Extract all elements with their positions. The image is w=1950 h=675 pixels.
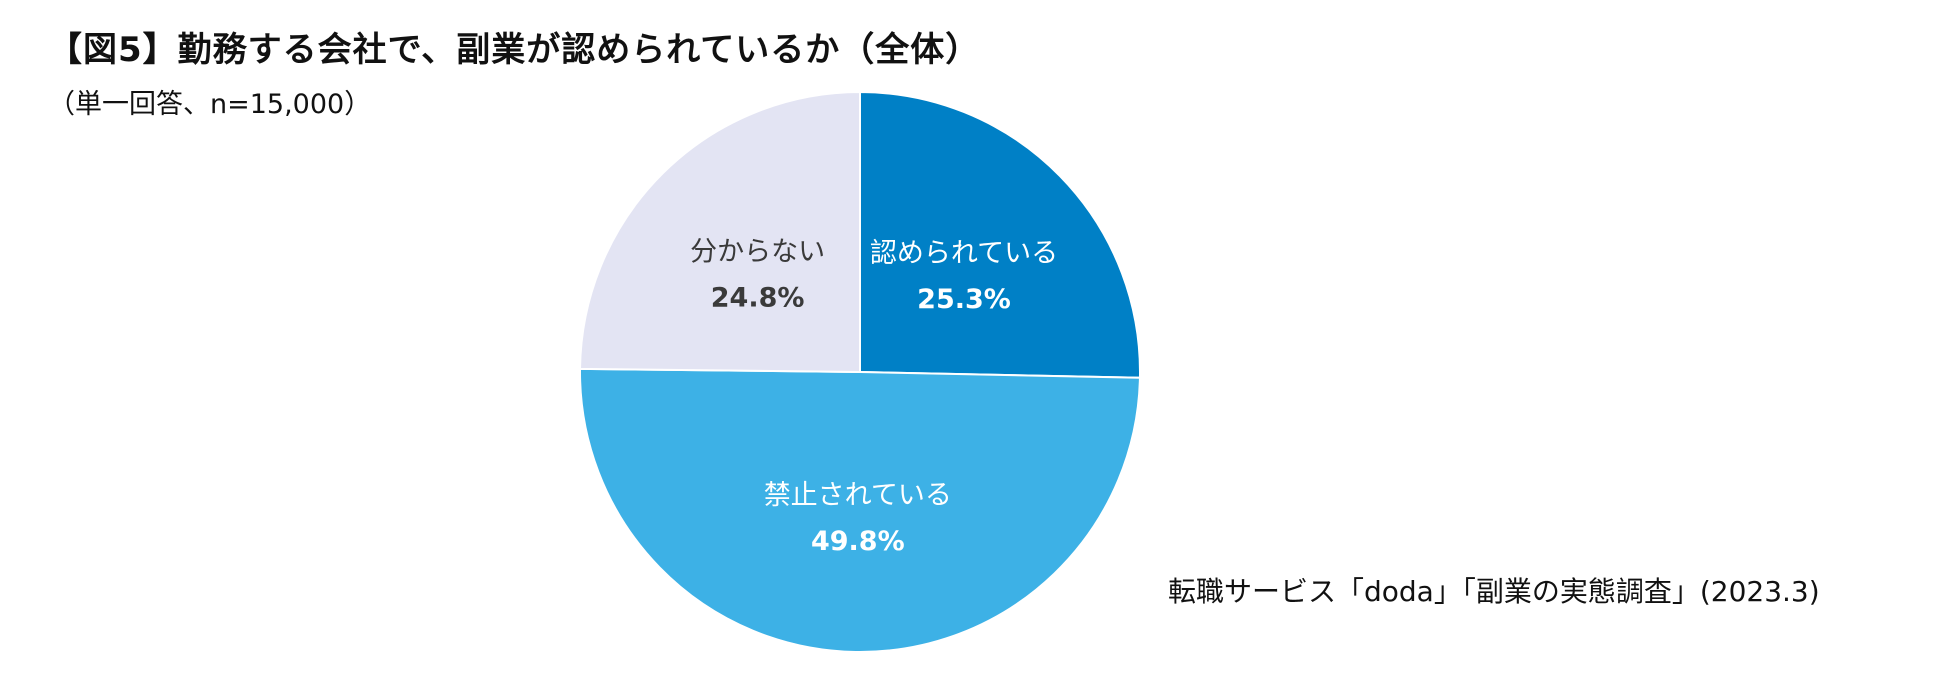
pie-slice bbox=[859, 90, 1141, 379]
slice-value-label: 25.3% bbox=[917, 284, 1011, 315]
slice-label: 禁止されている bbox=[764, 480, 952, 511]
chart-title: 【図5】勤務する会社で、副業が認められているか（全体） bbox=[48, 30, 981, 70]
slice-value-label: 24.8% bbox=[711, 282, 805, 313]
slice-label: 認められている bbox=[870, 238, 1058, 269]
pie-slice bbox=[579, 90, 861, 374]
slice-label: 分からない bbox=[690, 236, 825, 267]
slice-value-label: 49.8% bbox=[811, 526, 905, 557]
pie-slice bbox=[579, 367, 1141, 653]
source-note: 転職サービス「doda」「副業の実態調査」(2023.3) bbox=[1168, 575, 1820, 608]
chart-subtitle: （単一回答、n=15,000） bbox=[48, 89, 372, 120]
